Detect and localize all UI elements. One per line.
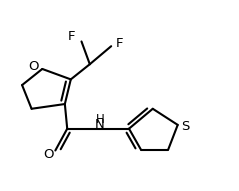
Text: O: O <box>43 148 54 161</box>
Text: H: H <box>96 113 105 126</box>
Text: N: N <box>94 118 104 131</box>
Text: F: F <box>116 37 123 50</box>
Text: F: F <box>68 30 76 43</box>
Text: S: S <box>181 120 190 133</box>
Text: O: O <box>28 60 38 73</box>
